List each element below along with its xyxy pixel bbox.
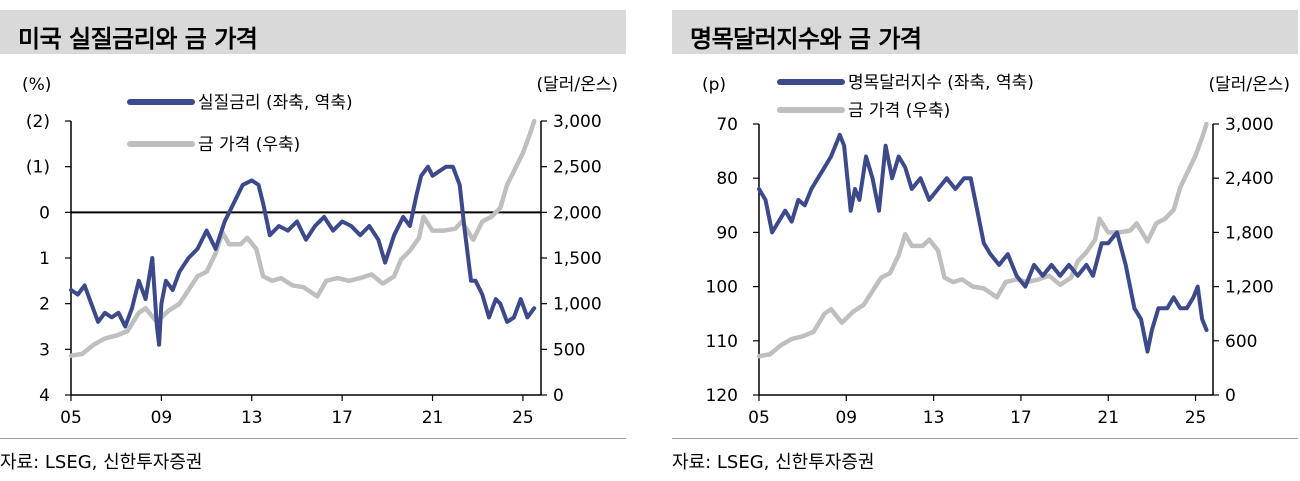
left-tick-label: 120 [706, 386, 738, 406]
x-tick-label: 25 [512, 408, 534, 428]
left-title-bar: 미국 실질금리와 금 가격 [0, 10, 626, 54]
legend-label: 금 가격 (우축) [848, 101, 950, 121]
left-chart-panel: 미국 실질금리와 금 가격 (%) (달러/온스) (2) (1) 0 1 2 3 4 0 500 1… [0, 0, 628, 481]
right-tick-label: 500 [553, 340, 585, 360]
right-tick-label: 0 [1225, 386, 1236, 406]
left-tick-label: 1 [39, 249, 50, 269]
x-tick-label: 09 [151, 408, 173, 428]
left-tick-label: 80 [716, 169, 738, 189]
left-tick-label: 100 [706, 278, 738, 298]
x-tick-label: 09 [835, 408, 857, 428]
x-tick-label: 17 [1010, 408, 1032, 428]
x-tick-label: 05 [60, 408, 82, 428]
left-source-divider [0, 438, 626, 439]
right-tick-label: 0 [553, 386, 564, 406]
x-tick-label: 17 [331, 408, 353, 428]
right-tick-label: 600 [1225, 332, 1257, 352]
right-tick-label: 2,500 [553, 158, 602, 178]
left-tick-label: 0 [39, 203, 50, 223]
legend-label: 실질금리 (좌축, 역축) [198, 93, 353, 113]
x-tick-label: 21 [1097, 408, 1119, 428]
series-line-right [756, 121, 1209, 359]
right-axis-unit: (달러/온스) [536, 75, 618, 95]
left-axis-unit: (%) [22, 75, 51, 95]
left-tick-label: 90 [716, 223, 738, 243]
right-tick-label: 1,500 [553, 249, 602, 269]
right-source-note: 자료: LSEG, 신한투자증권 [672, 452, 875, 473]
x-tick-label: 21 [422, 408, 444, 428]
left-tick-label: 4 [39, 386, 50, 406]
left-tick-label: 70 [716, 115, 738, 135]
left-chart-title: 미국 실질금리와 금 가격 [18, 25, 258, 53]
left-tick-label: (2) [26, 112, 50, 132]
right-chart: (p) (달러/온스) 70 80 90 100 110 120 0 600 1,200 1,800 2… [702, 73, 1290, 428]
series-line-left [757, 132, 1209, 354]
left-tick-label: (1) [26, 158, 50, 178]
left-tick-label: 110 [706, 332, 738, 352]
legend-label: 명목달러지수 (좌축, 역축) [848, 73, 1034, 93]
right-axis-unit: (달러/온스) [1208, 75, 1290, 95]
series-line-left [69, 164, 537, 347]
left-axis-unit: (p) [702, 75, 726, 95]
x-tick-label: 25 [1185, 408, 1207, 428]
legend-label: 금 가격 (우축) [198, 135, 300, 155]
left-source-note: 자료: LSEG, 신한투자증권 [0, 452, 203, 473]
x-tick-label: 13 [923, 408, 945, 428]
right-tick-label: 2,400 [1225, 169, 1274, 189]
right-tick-label: 1,800 [1225, 223, 1274, 243]
left-chart: (%) (달러/온스) (2) (1) 0 1 2 3 4 0 500 1,000 1,500 2,000… [22, 75, 618, 428]
right-tick-label: 3,000 [553, 112, 602, 132]
right-source-divider [672, 438, 1298, 439]
x-tick-label: 13 [241, 408, 263, 428]
right-chart-title: 명목달러지수와 금 가격 [690, 25, 922, 53]
x-tick-label: 05 [748, 408, 770, 428]
right-tick-label: 1,200 [1225, 278, 1274, 298]
right-tick-label: 3,000 [1225, 115, 1274, 135]
right-tick-label: 1,000 [553, 295, 602, 315]
right-chart-panel: 명목달러지수와 금 가격 (p) (달러/온스) 70 80 90 100 110 120 0 6… [672, 0, 1300, 481]
left-tick-label: 2 [39, 295, 50, 315]
right-tick-label: 2,000 [553, 203, 602, 223]
right-title-bar: 명목달러지수와 금 가격 [672, 10, 1298, 54]
left-tick-label: 3 [39, 340, 50, 360]
